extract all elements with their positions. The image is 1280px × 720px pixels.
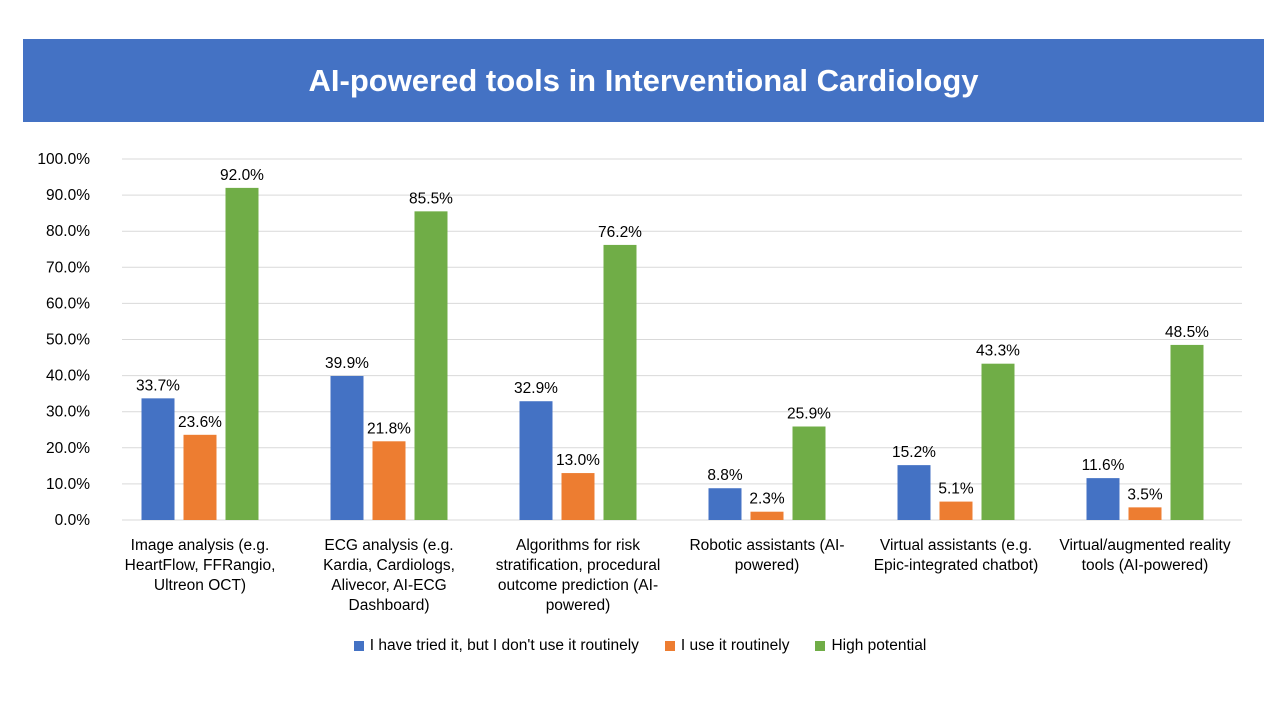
data-label: 43.3%: [976, 343, 1020, 360]
bar: [225, 187, 259, 520]
y-tick-label: 100.0%: [37, 151, 90, 168]
data-label: 25.9%: [787, 406, 831, 423]
legend-swatch: [815, 641, 826, 651]
data-label: 48.5%: [1165, 324, 1209, 341]
x-tick-label: Robotic assistants (AI-powered): [689, 537, 845, 574]
legend-swatch: [353, 641, 364, 651]
bar: [183, 434, 217, 520]
bar: [981, 363, 1015, 520]
data-label: 23.6%: [178, 414, 222, 431]
data-label: 13.0%: [556, 452, 600, 469]
y-tick-label: 0.0%: [55, 512, 91, 529]
y-tick-label: 10.0%: [46, 476, 90, 493]
data-label: 85.5%: [409, 190, 453, 207]
bar: [141, 398, 175, 520]
bar: [372, 441, 406, 520]
data-label: 11.6%: [1082, 457, 1125, 474]
data-label: 92.0%: [220, 167, 264, 184]
x-tick-label: Algorithms for risk stratification, proc…: [495, 537, 661, 614]
data-label: 15.2%: [892, 444, 936, 461]
data-label: 21.8%: [367, 420, 411, 437]
bar: [897, 465, 931, 520]
data-label: 5.1%: [938, 481, 974, 498]
legend-label: I use it routinely: [680, 637, 790, 654]
legend-swatch: [664, 641, 675, 651]
bar: [1086, 478, 1120, 520]
data-label: 32.9%: [514, 380, 558, 397]
data-label: 2.3%: [749, 491, 785, 508]
legend: I have tried it, but I don't use it rout…: [0, 637, 1280, 655]
bar: [519, 401, 553, 520]
y-tick-label: 60.0%: [46, 295, 90, 312]
bar: [414, 211, 448, 520]
legend-item: High potential: [815, 637, 926, 655]
legend-label: I have tried it, but I don't use it rout…: [369, 637, 639, 654]
y-tick-label: 40.0%: [46, 368, 90, 385]
chart-title: AI-powered tools in Interventional Cardi…: [23, 39, 1264, 122]
x-tick-label: ECG analysis (e.g. Kardia, Cardiologs, A…: [323, 537, 455, 614]
legend-item: I use it routinely: [664, 637, 790, 655]
data-label: 39.9%: [325, 355, 369, 372]
legend-label: High potential: [831, 637, 927, 654]
bar: [939, 501, 973, 520]
bar: [1128, 507, 1162, 520]
x-tick-label: Virtual assistants (e.g. Epic-integrated…: [873, 537, 1039, 574]
bar: [708, 488, 742, 520]
bar: [603, 244, 637, 520]
data-label: 8.8%: [707, 467, 743, 484]
bar: [750, 511, 784, 520]
y-tick-label: 30.0%: [46, 404, 90, 421]
data-label: 76.2%: [598, 224, 642, 241]
data-label: 3.5%: [1127, 486, 1163, 503]
y-tick-label: 90.0%: [46, 187, 90, 204]
bar: [561, 473, 595, 520]
y-tick-label: 70.0%: [46, 259, 90, 276]
data-label: 33.7%: [136, 377, 180, 394]
bar: [330, 375, 364, 520]
y-tick-label: 20.0%: [46, 440, 90, 457]
legend-item: I have tried it, but I don't use it rout…: [353, 637, 639, 655]
bar: [1170, 344, 1204, 520]
bar: [792, 426, 826, 520]
y-tick-label: 80.0%: [46, 223, 90, 240]
x-tick-label: Virtual/augmented reality tools (AI-powe…: [1059, 537, 1231, 574]
y-tick-label: 50.0%: [46, 332, 90, 349]
x-tick-label: Image analysis (e.g. HeartFlow, FFRangio…: [124, 537, 276, 594]
